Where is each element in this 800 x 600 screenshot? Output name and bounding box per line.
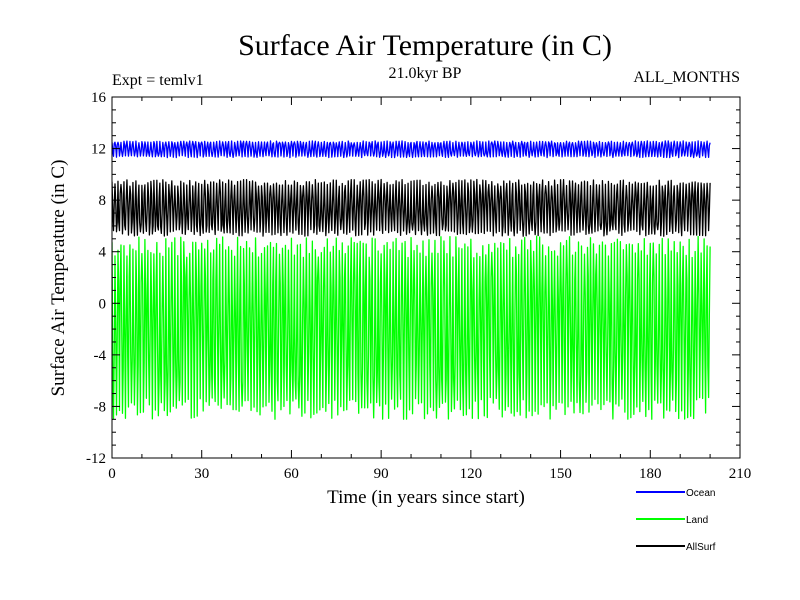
x-tick-label: 30 bbox=[194, 466, 209, 482]
y-tick-label: 4 bbox=[99, 245, 107, 261]
y-tick-label: -12 bbox=[86, 451, 106, 467]
series-line-ocean bbox=[112, 140, 711, 159]
axis-ticks: 0 30 60 90 120 150 180 210 -12 -8 -4 0 4 8 12 16 bbox=[86, 90, 751, 482]
period-label: 21.0kyr BP bbox=[389, 65, 462, 82]
series-line-allsurf bbox=[112, 178, 711, 237]
y-tick-label: 8 bbox=[99, 193, 107, 209]
series-layer bbox=[112, 140, 711, 420]
x-tick-label: 210 bbox=[729, 466, 752, 482]
legend-label-allsurf: AllSurf bbox=[686, 542, 716, 553]
x-tick-label: 180 bbox=[639, 466, 662, 482]
x-axis-label: Time (in years since start) bbox=[327, 487, 525, 508]
y-tick-label: 0 bbox=[99, 296, 107, 312]
chart-title: Surface Air Temperature (in C) bbox=[238, 29, 612, 62]
legend: Ocean Land AllSurf bbox=[636, 488, 716, 553]
experiment-label: Expt = temlv1 bbox=[112, 72, 204, 89]
x-tick-label: 0 bbox=[108, 466, 116, 482]
x-tick-label: 90 bbox=[374, 466, 389, 482]
series-line-land bbox=[112, 235, 711, 420]
y-tick-label: 12 bbox=[91, 142, 106, 158]
x-tick-label: 150 bbox=[549, 466, 572, 482]
months-label: ALL_MONTHS bbox=[633, 69, 740, 86]
x-tick-label: 60 bbox=[284, 466, 299, 482]
legend-label-ocean: Ocean bbox=[686, 488, 715, 499]
y-tick-label: -4 bbox=[94, 348, 107, 364]
y-tick-label: 16 bbox=[91, 90, 107, 106]
plot-area: 0 30 60 90 120 150 180 210 -12 -8 -4 0 4 8 12 16 bbox=[86, 90, 751, 482]
y-axis-label: Surface Air Temperature (in C) bbox=[48, 160, 69, 397]
y-tick-label: -8 bbox=[94, 399, 107, 415]
legend-label-land: Land bbox=[686, 515, 708, 526]
x-tick-label: 120 bbox=[460, 466, 483, 482]
